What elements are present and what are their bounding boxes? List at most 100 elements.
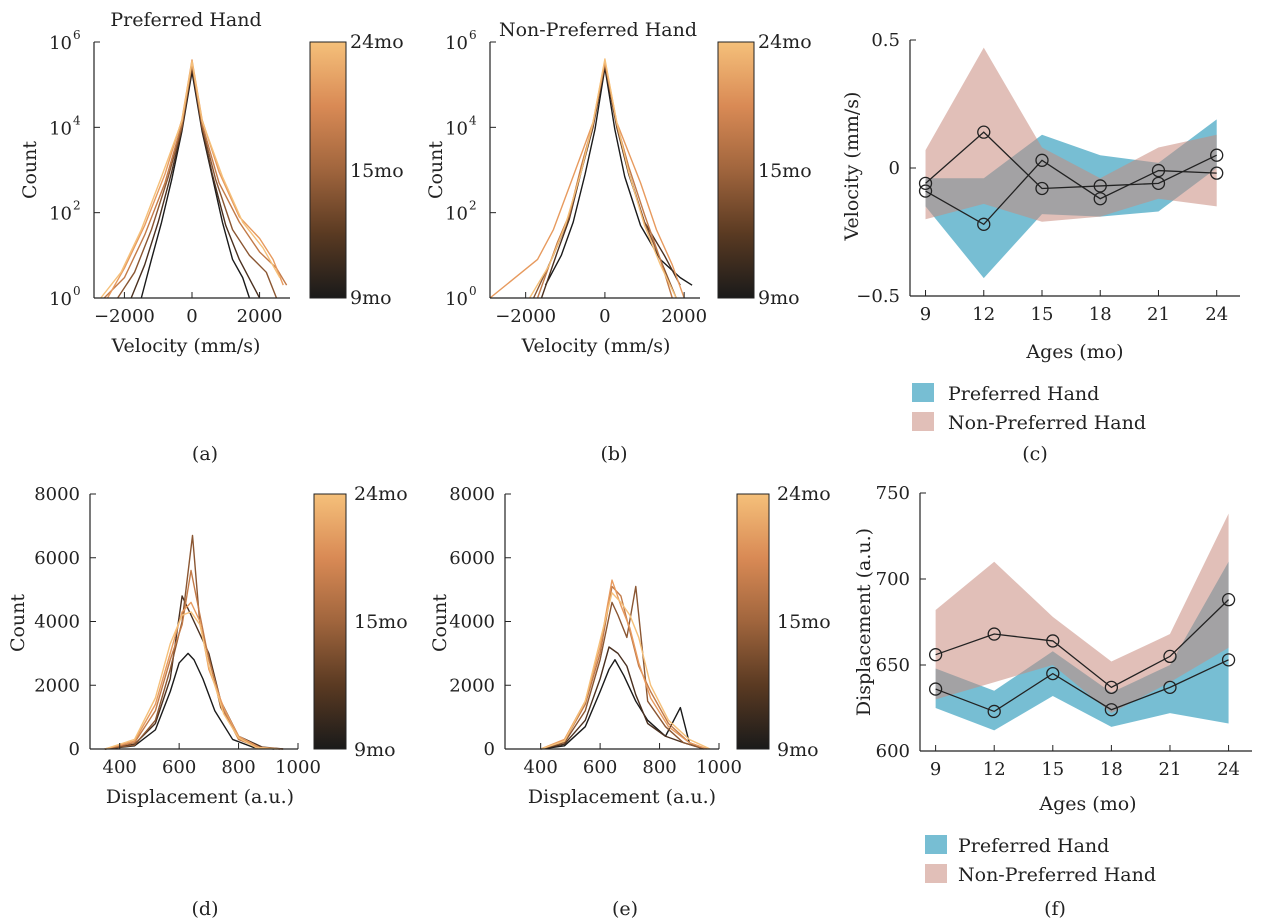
- y-tick-exponent: 0: [73, 284, 81, 298]
- x-tick-label: 21: [1159, 759, 1182, 780]
- y-tick-label: 6000: [34, 548, 80, 569]
- colorbar-label-top: 24mo: [758, 31, 812, 53]
- x-tick-label: 0: [186, 306, 197, 327]
- y-tick-label: 0: [69, 739, 80, 760]
- y-tick-label: 0: [889, 158, 900, 179]
- panel-f-lines: [928, 592, 1236, 719]
- panel-d-axes: 400 600 800 1000 0 2000 4000 6000 8000: [34, 484, 321, 778]
- legend-label-nonpreferred: Non-Preferred Hand: [958, 864, 1156, 886]
- panel-c-ylabel: Velocity (mm/s): [841, 92, 863, 242]
- series-line-2: [532, 62, 677, 299]
- y-tick-label: 10: [49, 33, 72, 54]
- panel-d-ylabel: Count: [7, 594, 29, 652]
- y-tick-label: 6000: [449, 548, 495, 569]
- colorbar-label-top: 24mo: [354, 483, 408, 505]
- series-line-4: [489, 60, 685, 299]
- mean-marker: [1046, 634, 1060, 648]
- series-line-0: [140, 71, 251, 299]
- panel-c: 9 12 15 18 21 24 −0.5 0 0.5 Ages (mo) Velocity (…: [841, 30, 1240, 465]
- mean-marker: [928, 648, 943, 662]
- y-tick-label: −0.5: [856, 286, 900, 307]
- panel-c-xlabel: Ages (mo): [1025, 341, 1123, 363]
- x-tick-label: 18: [1089, 304, 1112, 325]
- panel-d-lines: [104, 534, 284, 750]
- x-tick-label: 1000: [275, 757, 321, 778]
- x-tick-label: 600: [162, 757, 196, 778]
- panel-label-f: (f): [1044, 898, 1066, 920]
- series-line-0: [540, 659, 705, 750]
- series-line-5: [540, 592, 711, 750]
- y-tick-exponent: 4: [73, 113, 81, 127]
- panel-a-ylabel: Count: [19, 141, 41, 199]
- legend-label-nonpreferred: Non-Preferred Hand: [948, 412, 1146, 434]
- y-tick-label: 750: [876, 483, 910, 504]
- panel-e-colorbar: 24mo 15mo 9mo: [736, 483, 831, 761]
- panel-f-xlabel: Ages (mo): [1038, 793, 1136, 815]
- mean-marker: [1035, 153, 1049, 167]
- mean-marker: [1210, 148, 1224, 162]
- colorbar-label-bottom: 9mo: [350, 287, 392, 309]
- colorbar-gradient: [309, 41, 347, 299]
- panel-d-colorbar: 24mo 15mo 9mo: [313, 483, 408, 761]
- y-tick-label: 4000: [34, 612, 80, 633]
- x-tick-label: 12: [983, 759, 1006, 780]
- series-line-2: [117, 63, 278, 299]
- y-tick-label: 10: [49, 289, 72, 310]
- mean-marker: [1221, 592, 1236, 607]
- legend-swatch-nonpreferred: [912, 412, 934, 431]
- series-line-3: [103, 63, 288, 299]
- y-tick-exponent: 4: [469, 113, 477, 127]
- x-tick-label: 18: [1100, 759, 1123, 780]
- panel-c-axes: 9 12 15 18 21 24 −0.5 0 0.5: [856, 30, 1240, 325]
- colorbar-label-mid: 15mo: [350, 160, 404, 182]
- series-line-2: [104, 534, 281, 750]
- y-tick-label: 10: [445, 33, 468, 54]
- mean-marker: [1163, 680, 1177, 695]
- panel-a-xlabel: Velocity (mm/s): [111, 335, 261, 357]
- series-line-5: [100, 60, 281, 299]
- panel-e-axes: 400 600 800 1000 0 2000 4000 6000 8000: [449, 484, 742, 778]
- mean-marker: [987, 627, 1001, 641]
- panel-a-lines: [100, 59, 288, 299]
- panel-a-colorbar: 24mo 15mo 9mo: [309, 31, 404, 309]
- band-non-preferred-hand: [935, 513, 1229, 714]
- mean-marker: [1210, 166, 1224, 180]
- y-tick-label: 8000: [449, 484, 495, 505]
- y-tick-label: 2000: [449, 675, 495, 696]
- x-tick-label: 15: [1041, 759, 1064, 780]
- x-tick-label: 21: [1147, 304, 1170, 325]
- colorbar-label-bottom: 9mo: [758, 287, 800, 309]
- colorbar-label-mid: 15mo: [777, 611, 831, 633]
- mean-marker: [1104, 680, 1119, 695]
- mean-line-0: [935, 659, 1229, 713]
- mean-marker: [1151, 176, 1166, 191]
- mean-line-1: [935, 599, 1230, 689]
- series-line-0: [104, 652, 275, 750]
- mean-marker: [1035, 181, 1049, 196]
- panel-e: 400 600 800 1000 0 2000 4000 6000 8000 Displacem…: [429, 483, 831, 920]
- y-tick-exponent: 6: [469, 28, 477, 42]
- panel-c-lines: [918, 125, 1224, 231]
- y-tick-exponent: 6: [73, 28, 81, 42]
- panel-b-title: Non-Preferred Hand: [499, 19, 697, 41]
- panel-e-xlabel: Displacement (a.u.): [528, 786, 716, 808]
- panel-b-xlabel: Velocity (mm/s): [521, 335, 671, 357]
- y-tick-label: 700: [876, 569, 910, 590]
- panel-a-title: Preferred Hand: [110, 9, 261, 31]
- mean-marker: [928, 682, 943, 696]
- y-tick-label: 600: [876, 741, 910, 762]
- x-tick-label: 0: [599, 306, 610, 327]
- x-tick-label: −2000: [495, 306, 556, 327]
- y-tick-label: 0: [484, 739, 495, 760]
- x-tick-label: 12: [972, 304, 995, 325]
- panel-f-bands: [935, 513, 1229, 731]
- x-tick-label: 24: [1205, 304, 1228, 325]
- mean-marker: [918, 184, 933, 198]
- mean-marker: [1151, 163, 1166, 178]
- legend-label-preferred: Preferred Hand: [958, 835, 1109, 857]
- colorbar-label-top: 24mo: [350, 31, 404, 53]
